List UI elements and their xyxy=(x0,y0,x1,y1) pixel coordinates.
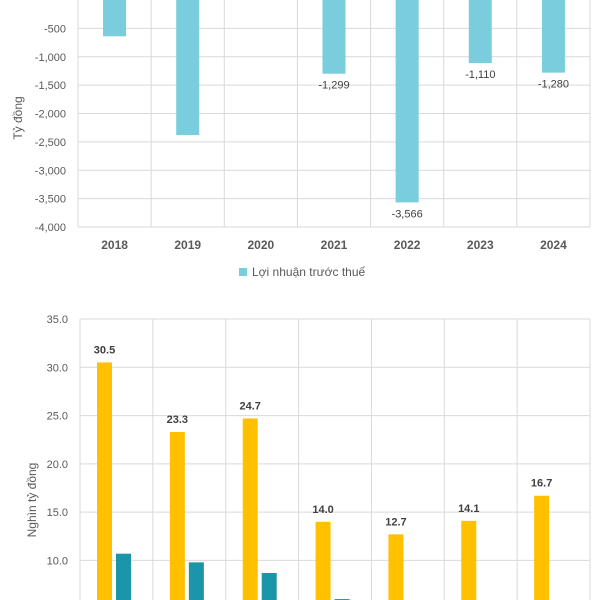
value-data-labels: 30.5 23.3 24.7 14.0 12.7 14.1 16.7 xyxy=(94,344,553,528)
value-y-tick-label: 15.0 xyxy=(47,507,68,519)
value-bar-primary xyxy=(97,362,112,600)
profit-x-tick-label: 2020 xyxy=(248,238,275,252)
value-y-ticks: 5.010.015.020.025.030.035.0 xyxy=(47,314,68,567)
value-bar-primary xyxy=(534,495,550,600)
value-data-label: 14.0 xyxy=(312,504,333,516)
value-y-tick-label: 30.0 xyxy=(47,362,68,374)
profit-x-tick-label: 2021 xyxy=(321,238,348,252)
value-bar-primary xyxy=(461,520,477,600)
profit-x-ticks: 2018 2019 2020 2021 2022 2023 2024 xyxy=(101,238,567,252)
profit-y-tick-label: -500 xyxy=(44,23,66,35)
value-bar-primary xyxy=(315,521,331,600)
value-y-tick-label: 20.0 xyxy=(47,459,68,471)
profit-bar xyxy=(176,0,200,136)
value-bar-primary xyxy=(242,418,258,600)
profit-y-tick-label: -1,000 xyxy=(35,52,66,64)
profit-y-tick-label: -3,500 xyxy=(35,194,66,206)
profit-bar xyxy=(541,0,565,73)
profit-y-axis-label: Tỷ đồng xyxy=(11,96,25,139)
profit-y-ticks: -500 -1,000 -1,500 -2,000 -2,500 -3,000 -3,500… xyxy=(35,23,66,234)
value-bars xyxy=(97,362,550,600)
profit-data-label: -1,280 xyxy=(538,79,569,91)
profit-legend-swatch xyxy=(239,268,247,276)
profit-y-tick-label: -2,500 xyxy=(35,137,66,149)
value-data-label: 16.7 xyxy=(531,478,552,490)
value-data-label: 14.1 xyxy=(458,503,479,515)
profit-x-tick-label: 2018 xyxy=(101,238,128,252)
profit-chart: -500 -1,000 -1,500 -2,000 -2,500 -3,000 -3,500… xyxy=(11,0,591,279)
profit-data-labels: -1,299 -3,566 -1,110 -1,280 xyxy=(318,69,569,220)
profit-x-tick-label: 2024 xyxy=(540,238,567,252)
value-data-label: 30.5 xyxy=(94,344,115,356)
value-data-label: 24.7 xyxy=(240,400,261,412)
value-grid xyxy=(79,318,591,600)
profit-bar xyxy=(103,0,127,37)
value-bar-secondary xyxy=(188,562,204,600)
profit-data-label: -1,299 xyxy=(318,80,349,92)
profit-x-tick-label: 2022 xyxy=(394,238,421,252)
value-y-tick-label: 35.0 xyxy=(47,314,68,326)
profit-bar xyxy=(322,0,346,74)
profit-y-tick-label: -4,000 xyxy=(35,222,66,234)
profit-data-label: -3,566 xyxy=(392,208,423,220)
profit-x-tick-label: 2023 xyxy=(467,238,494,252)
profit-y-tick-label: -3,000 xyxy=(35,165,66,177)
value-y-axis-label: Nghìn tỷ đồng xyxy=(25,463,39,538)
profit-x-tick-label: 2019 xyxy=(174,238,201,252)
value-y-tick-label: 10.0 xyxy=(47,555,68,567)
value-bar-primary xyxy=(388,534,404,600)
profit-legend-label: Lợi nhuận trước thuế xyxy=(252,265,365,279)
profit-grid xyxy=(77,0,591,228)
value-bar-secondary xyxy=(261,572,277,600)
value-chart: 5.010.015.020.025.030.035.0 30.523.324.7… xyxy=(25,314,591,600)
value-data-label: 23.3 xyxy=(167,414,188,426)
value-data-label: 12.7 xyxy=(385,516,406,528)
profit-bar xyxy=(395,0,419,203)
value-bar-secondary xyxy=(116,553,131,600)
profit-bars xyxy=(103,0,565,203)
profit-bar xyxy=(468,0,492,63)
profit-data-label: -1,110 xyxy=(465,69,495,81)
profit-y-tick-label: -2,000 xyxy=(35,109,66,121)
profit-legend: Lợi nhuận trước thuế xyxy=(239,265,365,279)
profit-y-tick-label: -1,500 xyxy=(35,80,66,92)
value-bar-primary xyxy=(169,431,185,600)
value-y-tick-label: 25.0 xyxy=(47,411,68,423)
